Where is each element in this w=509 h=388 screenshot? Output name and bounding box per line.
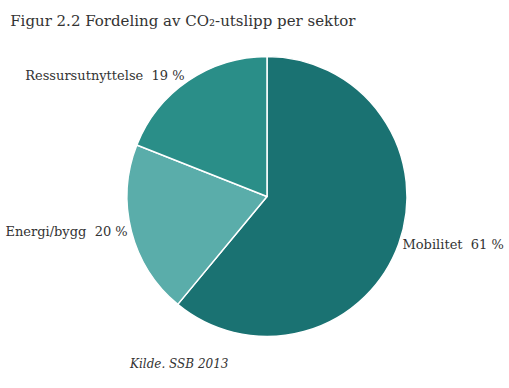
svg-text:Kilde. SSB 2013: Kilde. SSB 2013 xyxy=(129,357,229,371)
svg-text:Mobilitet 61 %: Mobilitet 61 % xyxy=(402,237,503,252)
svg-text:Energi/bygg 20 %: Energi/bygg 20 % xyxy=(5,224,127,239)
svg-text:Figur 2.2 Fordeling av CO₂-uts: Figur 2.2 Fordeling av CO₂-utslipp per s… xyxy=(10,12,356,30)
svg-text:Ressursutnyttelse 19 %: Ressursutnyttelse 19 % xyxy=(25,68,184,83)
